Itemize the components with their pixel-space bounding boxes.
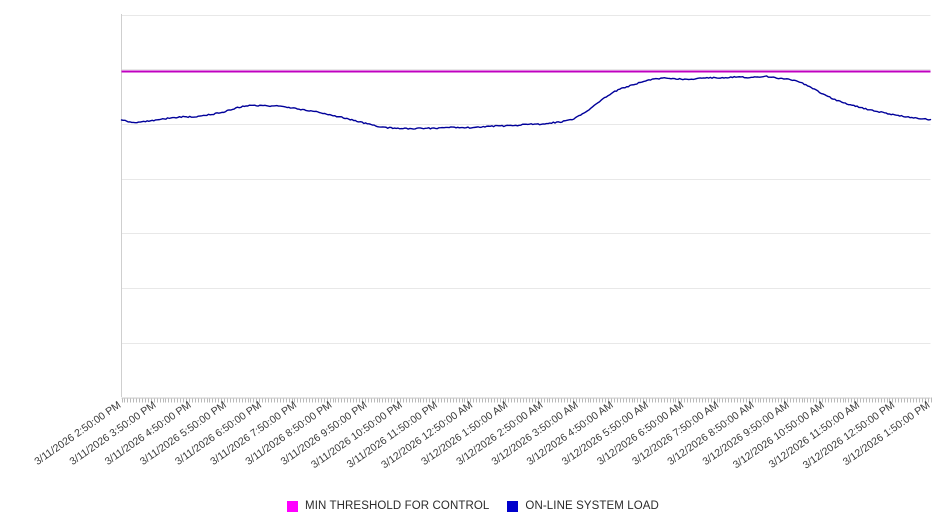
legend-item-label: ON-LINE SYSTEM LOAD (525, 500, 659, 512)
chart-legend: MIN THRESHOLD FOR CONTROL ON-LINE SYSTEM… (0, 496, 946, 516)
gridlines (121, 15, 931, 399)
legend-swatch-icon (507, 500, 519, 512)
chart-plot-area: 3/11/2026 2:50:00 PM3/11/2026 3:50:00 PM… (32, 14, 932, 472)
legend-item-on-line-system-load[interactable]: ON-LINE SYSTEM LOAD (507, 500, 659, 512)
legend-item-min-threshold-for-control[interactable]: MIN THRESHOLD FOR CONTROL (287, 500, 489, 512)
legend-item-label: MIN THRESHOLD FOR CONTROL (305, 500, 490, 512)
series-on-line-system-load (120, 75, 932, 130)
load-line (120, 75, 932, 130)
x-axis-ticks (121, 397, 932, 403)
x-axis-tick-labels: 3/11/2026 2:50:00 PM3/11/2026 3:50:00 PM… (32, 399, 932, 471)
legend-swatch-icon (287, 500, 299, 512)
